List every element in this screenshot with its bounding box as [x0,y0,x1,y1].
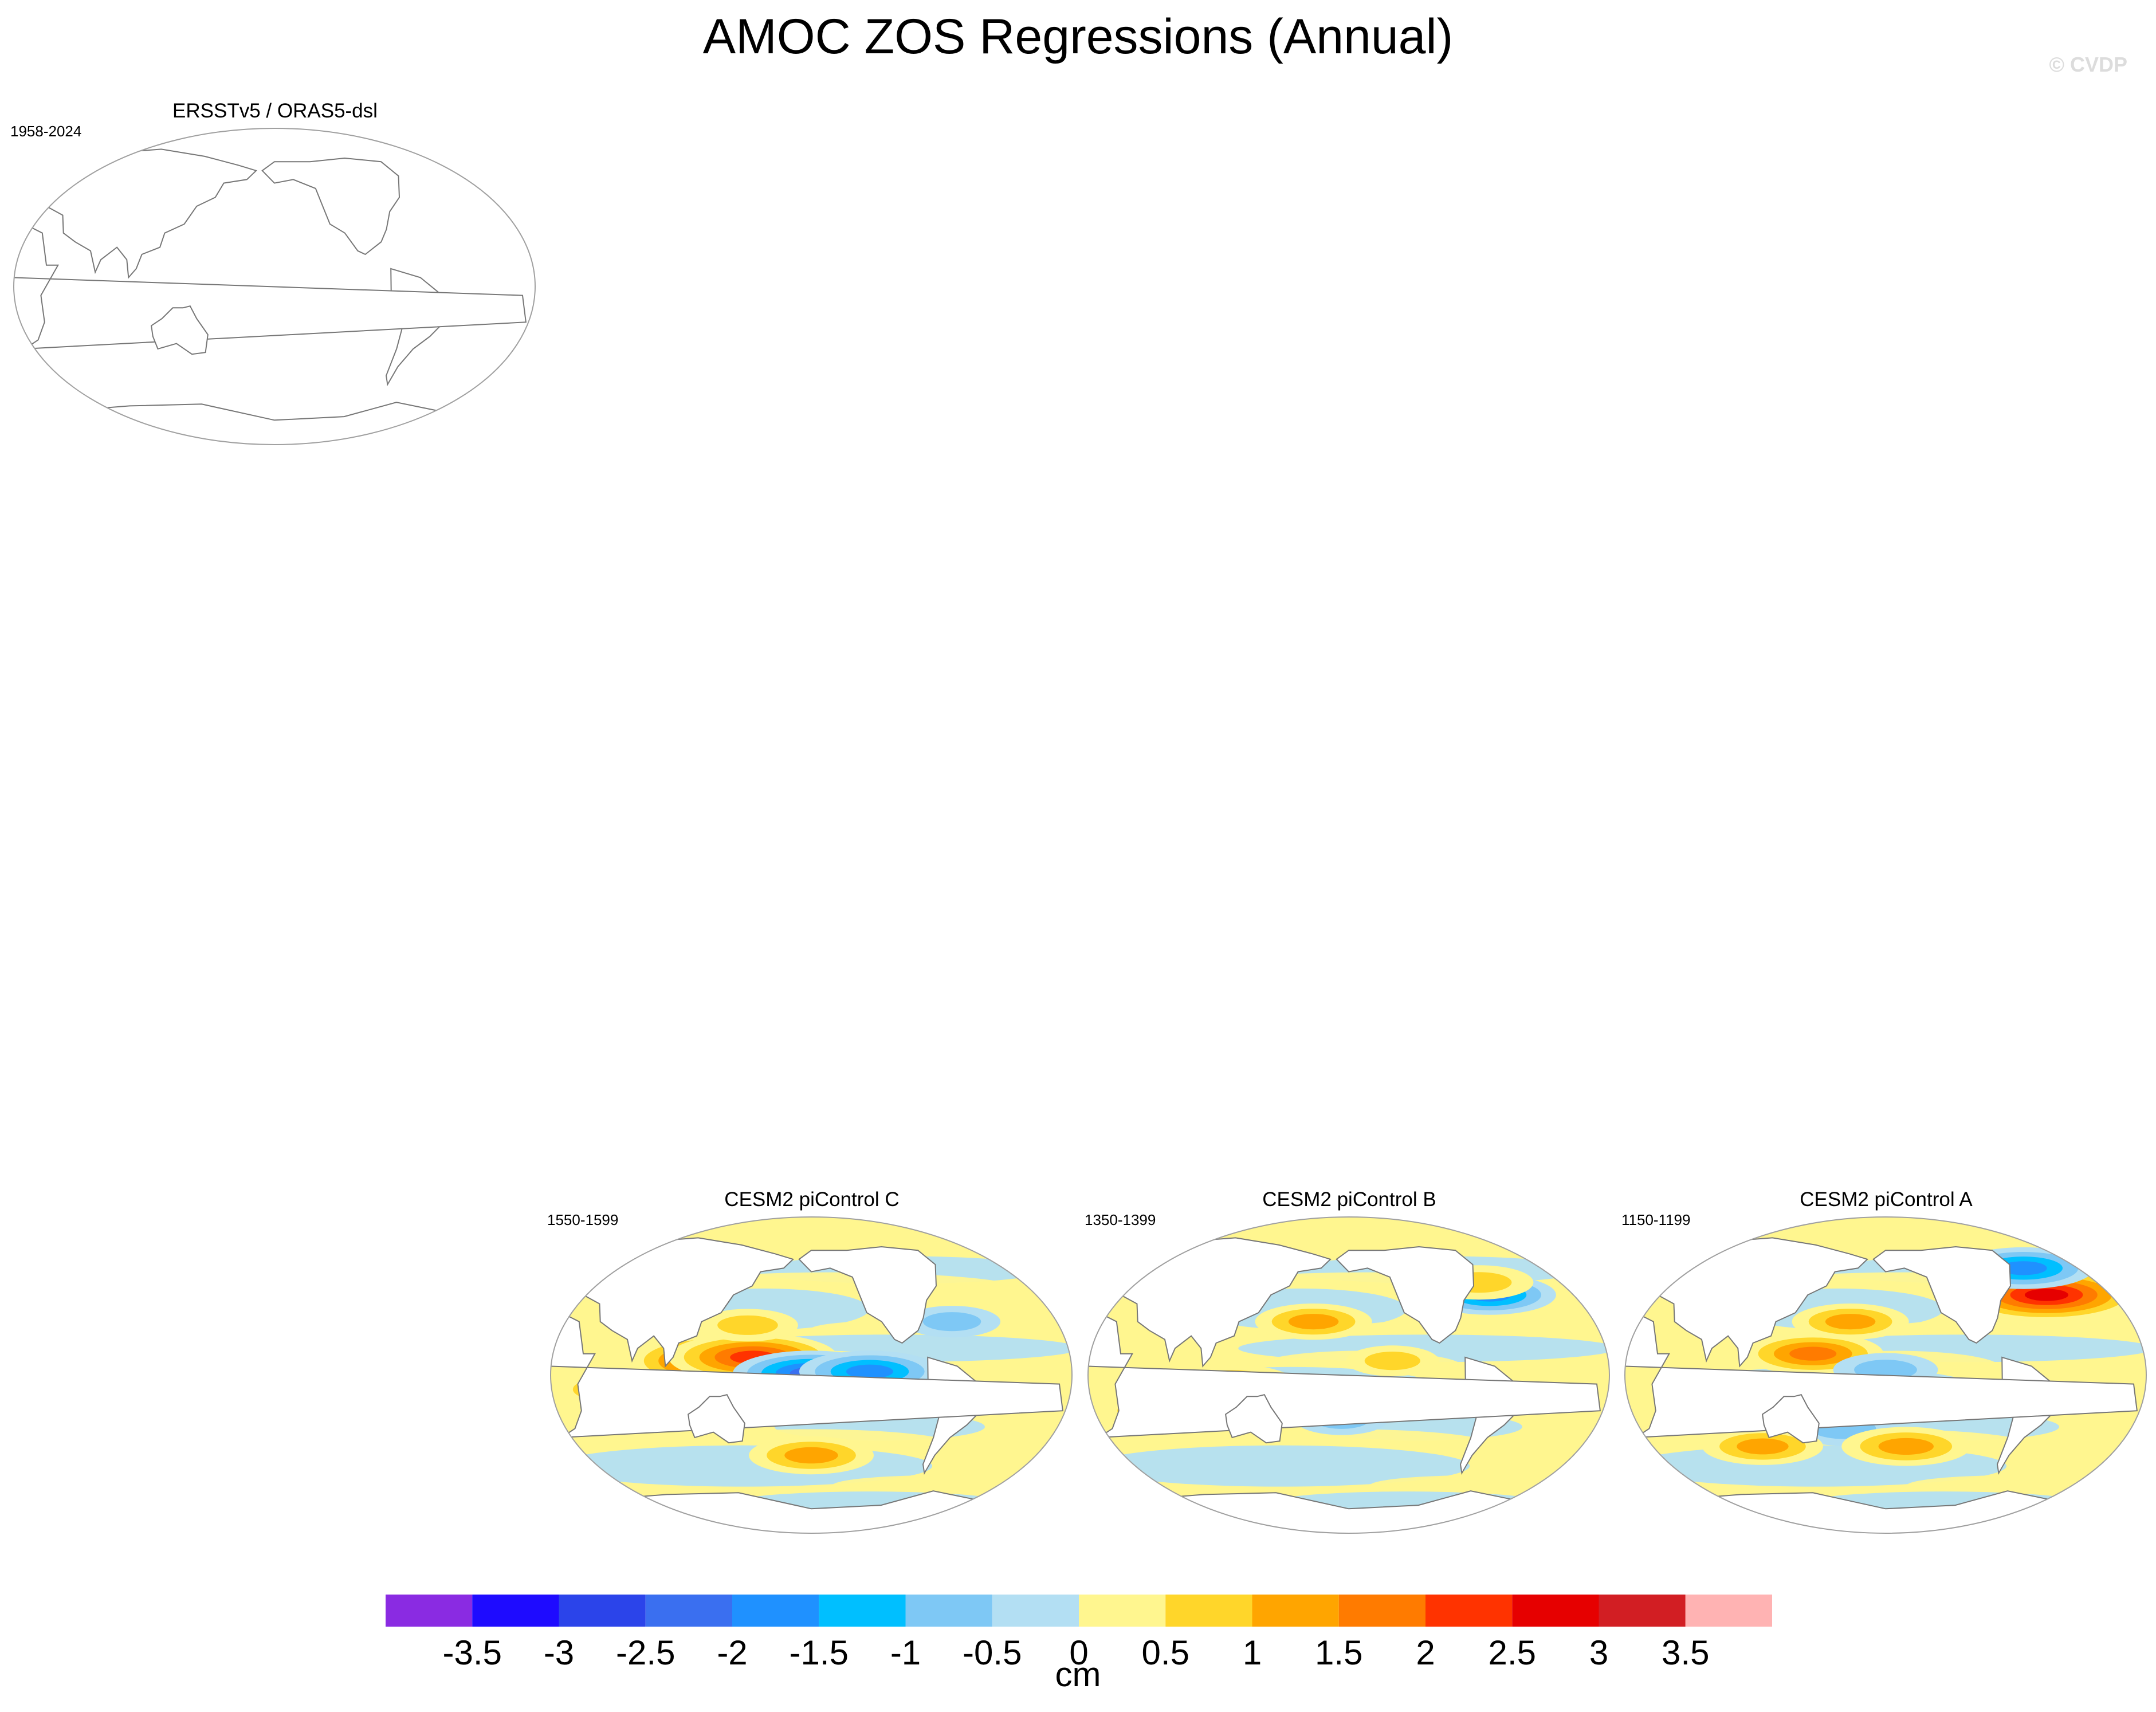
anomaly-contour [717,1315,778,1335]
colorbar-tick-label: 3.5 [1662,1634,1709,1672]
colorbar-segment [1338,1595,1425,1627]
anomaly-contour [922,1312,981,1332]
colorbar-tick-label: -3 [544,1634,574,1672]
panel-years-obs: 1958-2024 [10,123,82,140]
colorbar-segment [732,1595,819,1627]
anomaly-contour [2024,1289,2069,1301]
map-outline [550,1216,1073,1534]
anomaly-contour [1825,1314,1876,1330]
map-outline [1087,1216,1610,1534]
continent-outline [151,305,209,355]
colorbar-segment [472,1595,559,1627]
colorbar-tick-label: -1.5 [790,1634,849,1672]
continent-outline [1336,1246,1475,1344]
colorbar-segment [905,1595,992,1627]
panel-years-b: 1350-1399 [1085,1211,1156,1228]
panel-title-a: CESM2 piControl A [1800,1188,1973,1211]
colorbar-tick-label: 1.5 [1315,1634,1362,1672]
colorbar-segment [1685,1595,1772,1627]
figure-title: AMOC ZOS Regressions (Annual) [702,9,1454,64]
continent-outline [261,157,400,256]
anomaly-contour [784,1447,838,1464]
map-outline [1624,1216,2147,1534]
colorbar-tick-label: 3 [1589,1634,1608,1672]
anomaly-contour [1789,1346,1837,1361]
continent-outline [1088,1312,1601,1439]
anomaly-contour [1878,1438,1934,1455]
colorbar-tick-label: 0.5 [1142,1634,1189,1672]
colorbar-tick-label: 2 [1416,1634,1435,1672]
map-obs [13,128,536,445]
colorbar-segment [1425,1595,1513,1627]
colorbar-tick-label: 1 [1243,1634,1262,1672]
continent-outline [45,148,258,279]
anomaly-contour [2000,1261,2047,1275]
colorbar-tick-label: -1 [890,1634,921,1672]
colorbar-segment [1079,1595,1166,1627]
continent-outline [582,1237,795,1368]
colorbar-tick-label: -2.5 [616,1634,675,1672]
map-outline [13,128,536,445]
map-a [1624,1216,2147,1534]
continent-outline [1625,1312,2138,1439]
map-b [1087,1216,1610,1534]
colorbar-segment [819,1595,906,1627]
anomaly-contour [1364,1352,1420,1371]
colorbar-segment [559,1595,646,1627]
colorbar-segment [1165,1595,1252,1627]
colorbar-tick-label: 2.5 [1489,1634,1536,1672]
colorbar-segment [1512,1595,1599,1627]
panel-title-c: CESM2 piControl C [724,1188,900,1211]
continent-outline [1762,1394,1820,1444]
colorbar-tick-label: -2 [717,1634,747,1672]
anomaly-contour [846,1364,893,1379]
field-band [1091,1445,1470,1487]
continent-outline [551,1312,1064,1439]
map-c [550,1216,1073,1534]
colorbar-segment [992,1595,1079,1627]
continent-outline [798,1246,937,1344]
continent-outline [1872,1246,2012,1344]
colorbar-segment [1252,1595,1339,1627]
continent-outline [14,223,527,350]
continent-outline [1120,1237,1332,1368]
panel-years-a: 1150-1199 [1621,1211,1691,1228]
colorbar-tick-label: -0.5 [963,1634,1022,1672]
panel-title-obs: ERSSTv5 / ORAS5-dsl [172,100,378,122]
anomaly-contour [1737,1438,1789,1455]
colorbar-units-label: cm [1055,1655,1101,1694]
watermark: © CVDP [2049,53,2127,76]
panel-years-c: 1550-1599 [547,1211,619,1228]
colorbar-segment [645,1595,732,1627]
continent-outline [1656,1237,1869,1368]
panel-title-b: CESM2 piControl B [1262,1188,1436,1211]
colorbar-segment [1599,1595,1686,1627]
continent-outline [1225,1394,1283,1444]
colorbar-segment [386,1595,473,1627]
colorbar-tick-label: -3.5 [443,1634,502,1672]
continent-outline [688,1394,745,1444]
colorbar-tick-label: 0 [1069,1634,1088,1672]
anomaly-contour [1288,1314,1339,1330]
